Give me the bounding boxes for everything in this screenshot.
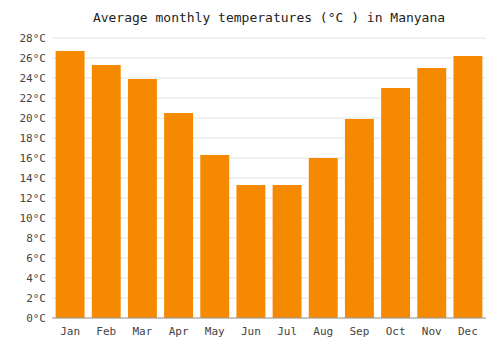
bar — [128, 79, 157, 318]
x-tick-label: May — [205, 325, 225, 338]
y-tick-label: 4°C — [26, 272, 46, 285]
x-tick-label: Oct — [386, 325, 406, 338]
y-tick-label: 10°C — [20, 212, 47, 225]
bar — [417, 68, 446, 318]
x-tick-label: Jun — [241, 325, 261, 338]
grid-line — [52, 318, 486, 319]
y-tick-label: 28°C — [20, 32, 47, 45]
x-tick-label: Sep — [349, 325, 369, 338]
y-tick-label: 8°C — [26, 232, 46, 245]
y-tick-label: 16°C — [20, 152, 47, 165]
y-tick-label: 14°C — [20, 172, 47, 185]
x-tick-label: Mar — [132, 325, 152, 338]
y-tick-label: 22°C — [20, 92, 47, 105]
y-tick-label: 2°C — [26, 292, 46, 305]
grid — [52, 38, 486, 318]
bar — [92, 65, 121, 318]
bar — [309, 158, 338, 318]
y-tick-label: 12°C — [20, 192, 47, 205]
bar — [236, 185, 265, 318]
x-tick-label: Jan — [60, 325, 80, 338]
y-tick-label: 20°C — [20, 112, 47, 125]
x-tick-label: Nov — [422, 325, 442, 338]
y-tick-label: 24°C — [20, 72, 47, 85]
bar — [345, 119, 374, 318]
y-tick-label: 0°C — [26, 312, 46, 325]
x-tick-label: Aug — [313, 325, 333, 338]
bar — [381, 88, 410, 318]
x-axis-line — [52, 318, 486, 319]
grid-line — [52, 38, 486, 39]
grid-line — [52, 58, 486, 59]
y-tick-label: 6°C — [26, 252, 46, 265]
bar — [56, 51, 85, 318]
title: Average monthly temperatures (°C ) in Ma… — [93, 10, 445, 25]
x-tick-label: Apr — [169, 325, 189, 338]
x-tick-label: Dec — [458, 325, 478, 338]
bar — [453, 56, 482, 318]
x-tick-label: Feb — [96, 325, 116, 338]
bar — [200, 155, 229, 318]
bar — [164, 113, 193, 318]
y-tick-label: 26°C — [20, 52, 47, 65]
chart: Average monthly temperatures (°C ) in Ma… — [0, 0, 500, 350]
bar — [273, 185, 302, 318]
y-tick-label: 18°C — [20, 132, 47, 145]
x-tick-label: Jul — [277, 325, 297, 338]
bars — [56, 51, 483, 318]
